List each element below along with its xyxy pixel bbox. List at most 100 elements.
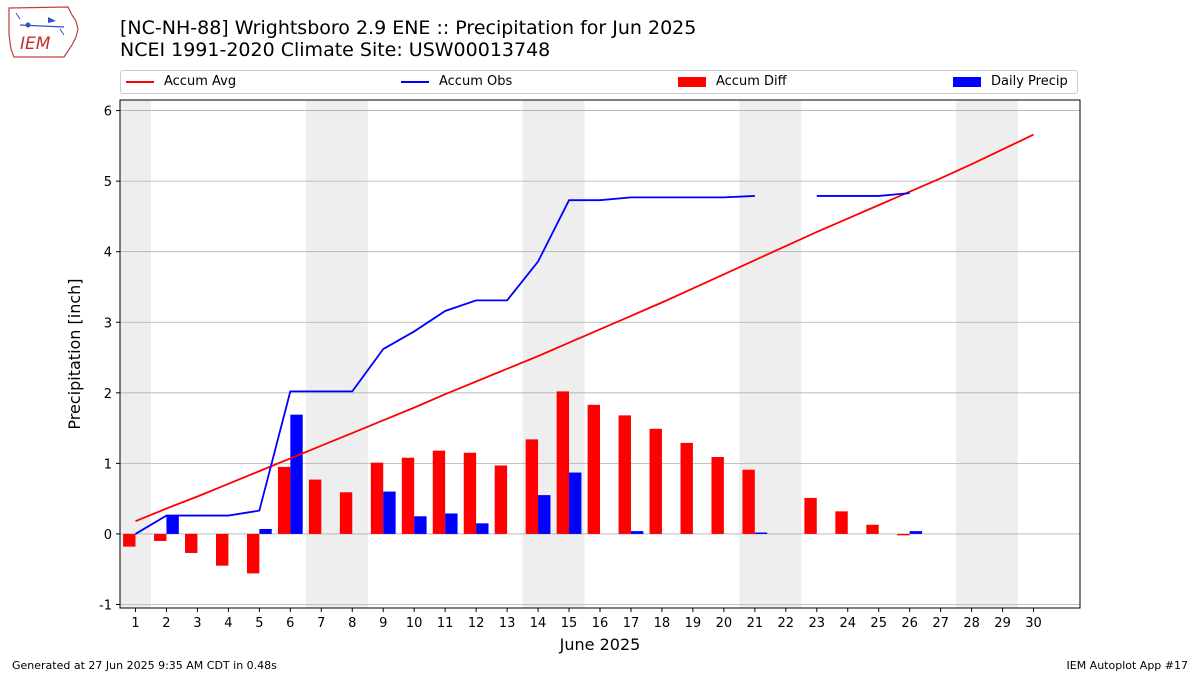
bar-accum-diff-7 (308, 479, 322, 534)
bar-accum-diff-13 (494, 465, 508, 534)
ytick-label-2: 2 (104, 387, 112, 402)
legend-label-accum-avg: Accum Avg (164, 74, 237, 89)
x-axis-label: June 2025 (559, 635, 641, 654)
legend-label-accum-diff: Accum Diff (716, 74, 787, 89)
weekend-band-1 (305, 100, 368, 608)
xtick-label-14: 14 (530, 616, 547, 631)
legend-swatch-daily-precip (953, 76, 981, 87)
legend-item-daily-precip: Daily Precip (953, 74, 1068, 90)
bar-accum-diff-6 (277, 466, 291, 534)
bar-daily-precip-10 (414, 516, 427, 534)
bar-accum-diff-1 (123, 533, 136, 547)
legend-item-accum-obs: Accum Obs (401, 74, 512, 90)
bar-daily-precip-17 (630, 531, 644, 534)
xtick-label-5: 5 (255, 616, 263, 631)
xtick-label-27: 27 (932, 616, 949, 631)
bar-accum-diff-26 (897, 533, 910, 536)
bar-daily-precip-15 (569, 472, 582, 534)
ytick-label-5: 5 (104, 175, 112, 190)
bar-accum-diff-8 (339, 492, 353, 534)
legend-label-accum-obs: Accum Obs (439, 74, 513, 89)
xtick-label-10: 10 (406, 616, 423, 631)
ytick-label-1: 1 (104, 457, 112, 472)
xtick-label-3: 3 (193, 616, 201, 631)
bar-accum-diff-16 (587, 404, 600, 534)
xtick-label-9: 9 (379, 616, 387, 631)
weekend-band-3 (739, 100, 802, 608)
bar-accum-diff-12 (463, 452, 477, 534)
legend-item-accum-diff: Accum Diff (678, 74, 787, 90)
footer-generated: Generated at 27 Jun 2025 9:35 AM CDT in … (12, 659, 277, 672)
ytick-label-6: 6 (104, 105, 112, 120)
bar-accum-diff-4 (216, 533, 229, 566)
xtick-label-8: 8 (348, 616, 356, 631)
bar-daily-precip-11 (445, 513, 458, 534)
bar-daily-precip-12 (476, 523, 489, 534)
xtick-label-7: 7 (317, 616, 325, 631)
bar-accum-diff-23 (804, 497, 817, 534)
line-accum-obs-segment-1 (816, 192, 910, 197)
xtick-label-17: 17 (623, 616, 640, 631)
xtick-label-24: 24 (839, 616, 856, 631)
xtick-label-21: 21 (747, 616, 764, 631)
xtick-label-23: 23 (809, 616, 826, 631)
bar-accum-diff-5 (246, 533, 260, 574)
ytick-label-0: 0 (104, 528, 112, 543)
legend-swatch-accum-avg (126, 80, 154, 83)
bar-accum-diff-25 (866, 524, 879, 534)
weekend-band-0 (120, 100, 151, 608)
bar-accum-diff-17 (618, 415, 631, 534)
xtick-label-26: 26 (901, 616, 918, 631)
xtick-label-12: 12 (468, 616, 485, 631)
xtick-label-25: 25 (870, 616, 887, 631)
bar-accum-diff-10 (401, 457, 415, 534)
weekend-band-4 (956, 100, 1019, 608)
bar-daily-precip-21 (754, 532, 768, 534)
xtick-label-16: 16 (592, 616, 609, 631)
bar-daily-precip-5 (259, 528, 272, 534)
bar-accum-diff-24 (835, 511, 848, 534)
bar-accum-diff-19 (680, 442, 693, 534)
ytick-label-3: 3 (104, 316, 112, 331)
legend-swatch-accum-obs (401, 80, 429, 83)
plot-frame (119, 99, 1081, 609)
ytick-label--1: -1 (99, 598, 112, 613)
bar-accum-diff-15 (556, 391, 570, 534)
bar-accum-diff-21 (742, 469, 755, 534)
legend-swatch-accum-diff (678, 76, 706, 87)
chart-title: [NC-NH-88] Wrightsboro 2.9 ENE :: Precip… (120, 17, 697, 39)
xtick-label-19: 19 (685, 616, 702, 631)
xtick-label-20: 20 (716, 616, 733, 631)
bar-accum-diff-2 (154, 533, 167, 541)
bar-daily-precip-9 (383, 491, 396, 534)
bar-accum-diff-20 (711, 457, 724, 534)
bar-daily-precip-6 (290, 414, 303, 534)
xtick-label-4: 4 (224, 616, 232, 631)
bar-daily-precip-14 (538, 495, 551, 534)
chart-subtitle: NCEI 1991-2020 Climate Site: USW00013748 (120, 39, 551, 61)
xtick-label-30: 30 (1025, 616, 1042, 631)
xtick-label-6: 6 (286, 616, 294, 631)
line-accum-avg-segment-0 (135, 133, 1034, 523)
y-axis-label: Precipitation [inch] (65, 278, 84, 429)
legend-item-accum-avg: Accum Avg (126, 74, 236, 90)
footer-app: IEM Autoplot App #17 (1066, 659, 1189, 672)
bar-accum-diff-3 (185, 533, 198, 553)
legend: Accum Avg Accum Obs Accum Diff Daily Pre… (120, 70, 1078, 94)
bar-daily-precip-26 (909, 531, 923, 534)
bar-accum-diff-14 (525, 439, 539, 534)
bar-accum-diff-9 (370, 462, 384, 534)
xtick-label-29: 29 (994, 616, 1011, 631)
weekend-band-2 (522, 100, 585, 608)
xtick-label-11: 11 (437, 616, 454, 631)
bar-daily-precip-2 (166, 515, 179, 534)
xtick-label-1: 1 (131, 616, 139, 631)
logo-text: IEM (20, 34, 51, 54)
xtick-label-13: 13 (499, 616, 516, 631)
xtick-label-2: 2 (162, 616, 170, 631)
bar-accum-diff-18 (649, 428, 662, 534)
legend-label-daily-precip: Daily Precip (991, 74, 1068, 89)
line-accum-obs-segment-0 (135, 195, 755, 535)
xtick-label-28: 28 (963, 616, 980, 631)
